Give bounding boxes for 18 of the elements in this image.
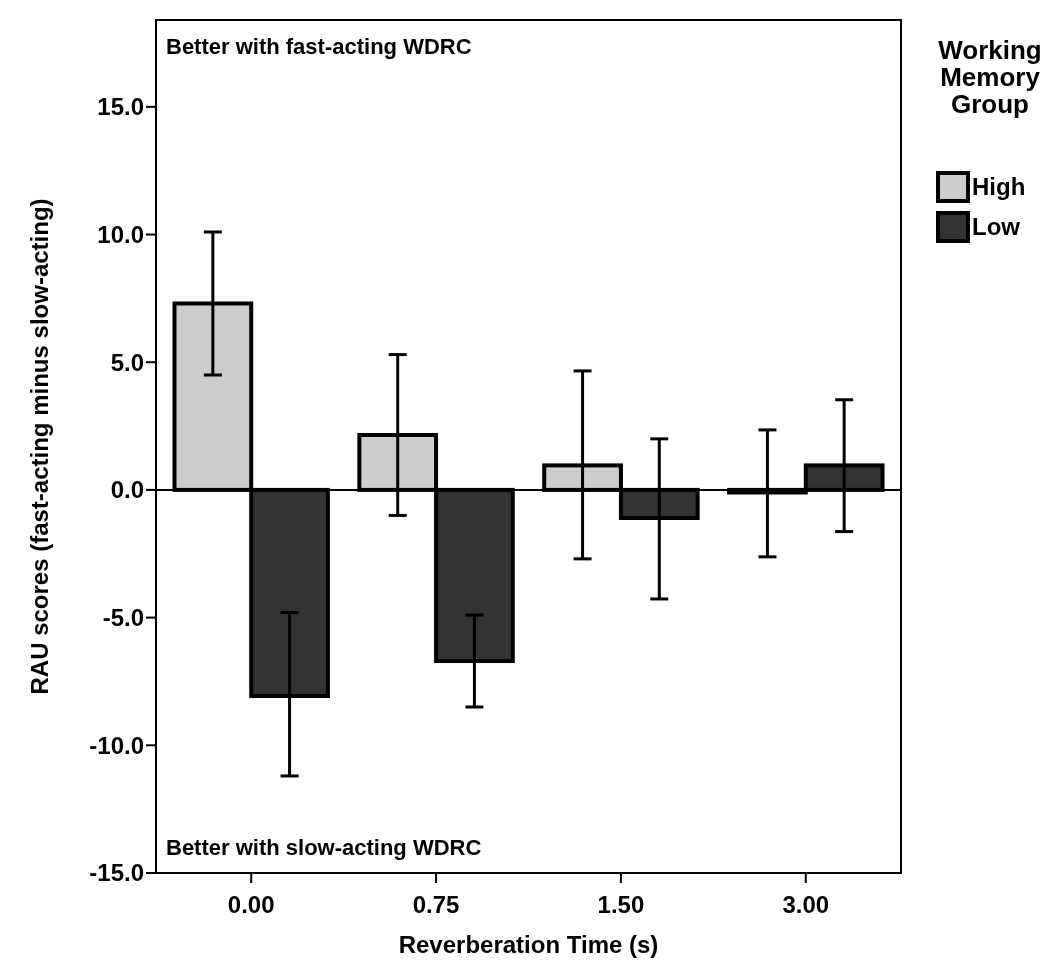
- y-tick-label: 5.0: [110, 348, 144, 376]
- y-tick-label: 10.0: [97, 220, 144, 248]
- legend-label: High: [972, 173, 1026, 201]
- x-tick-label: 0.75: [412, 891, 460, 918]
- y-tick-label: -15.0: [89, 859, 144, 887]
- x-axis-title: Reverberation Time (s): [398, 931, 659, 958]
- y-tick-label: 15.0: [97, 93, 144, 121]
- annotation: Better with slow-acting WDRC: [166, 835, 482, 860]
- legend-title: Working Memory Group: [938, 34, 1042, 120]
- x-tick-label: 0.00: [227, 891, 275, 918]
- y-tick-label: -10.0: [89, 731, 144, 759]
- y-tick-label: 0.0: [110, 476, 144, 504]
- y-tick-label: -5.0: [102, 604, 144, 632]
- y-axis-title: RAU scores (fast-acting minus slow-acting): [26, 198, 53, 695]
- x-tick-label: 1.50: [597, 891, 645, 918]
- x-tick-label: 3.00: [782, 891, 830, 918]
- annotation: Better with fast-acting WDRC: [166, 34, 472, 59]
- legend-label: Low: [972, 213, 1021, 241]
